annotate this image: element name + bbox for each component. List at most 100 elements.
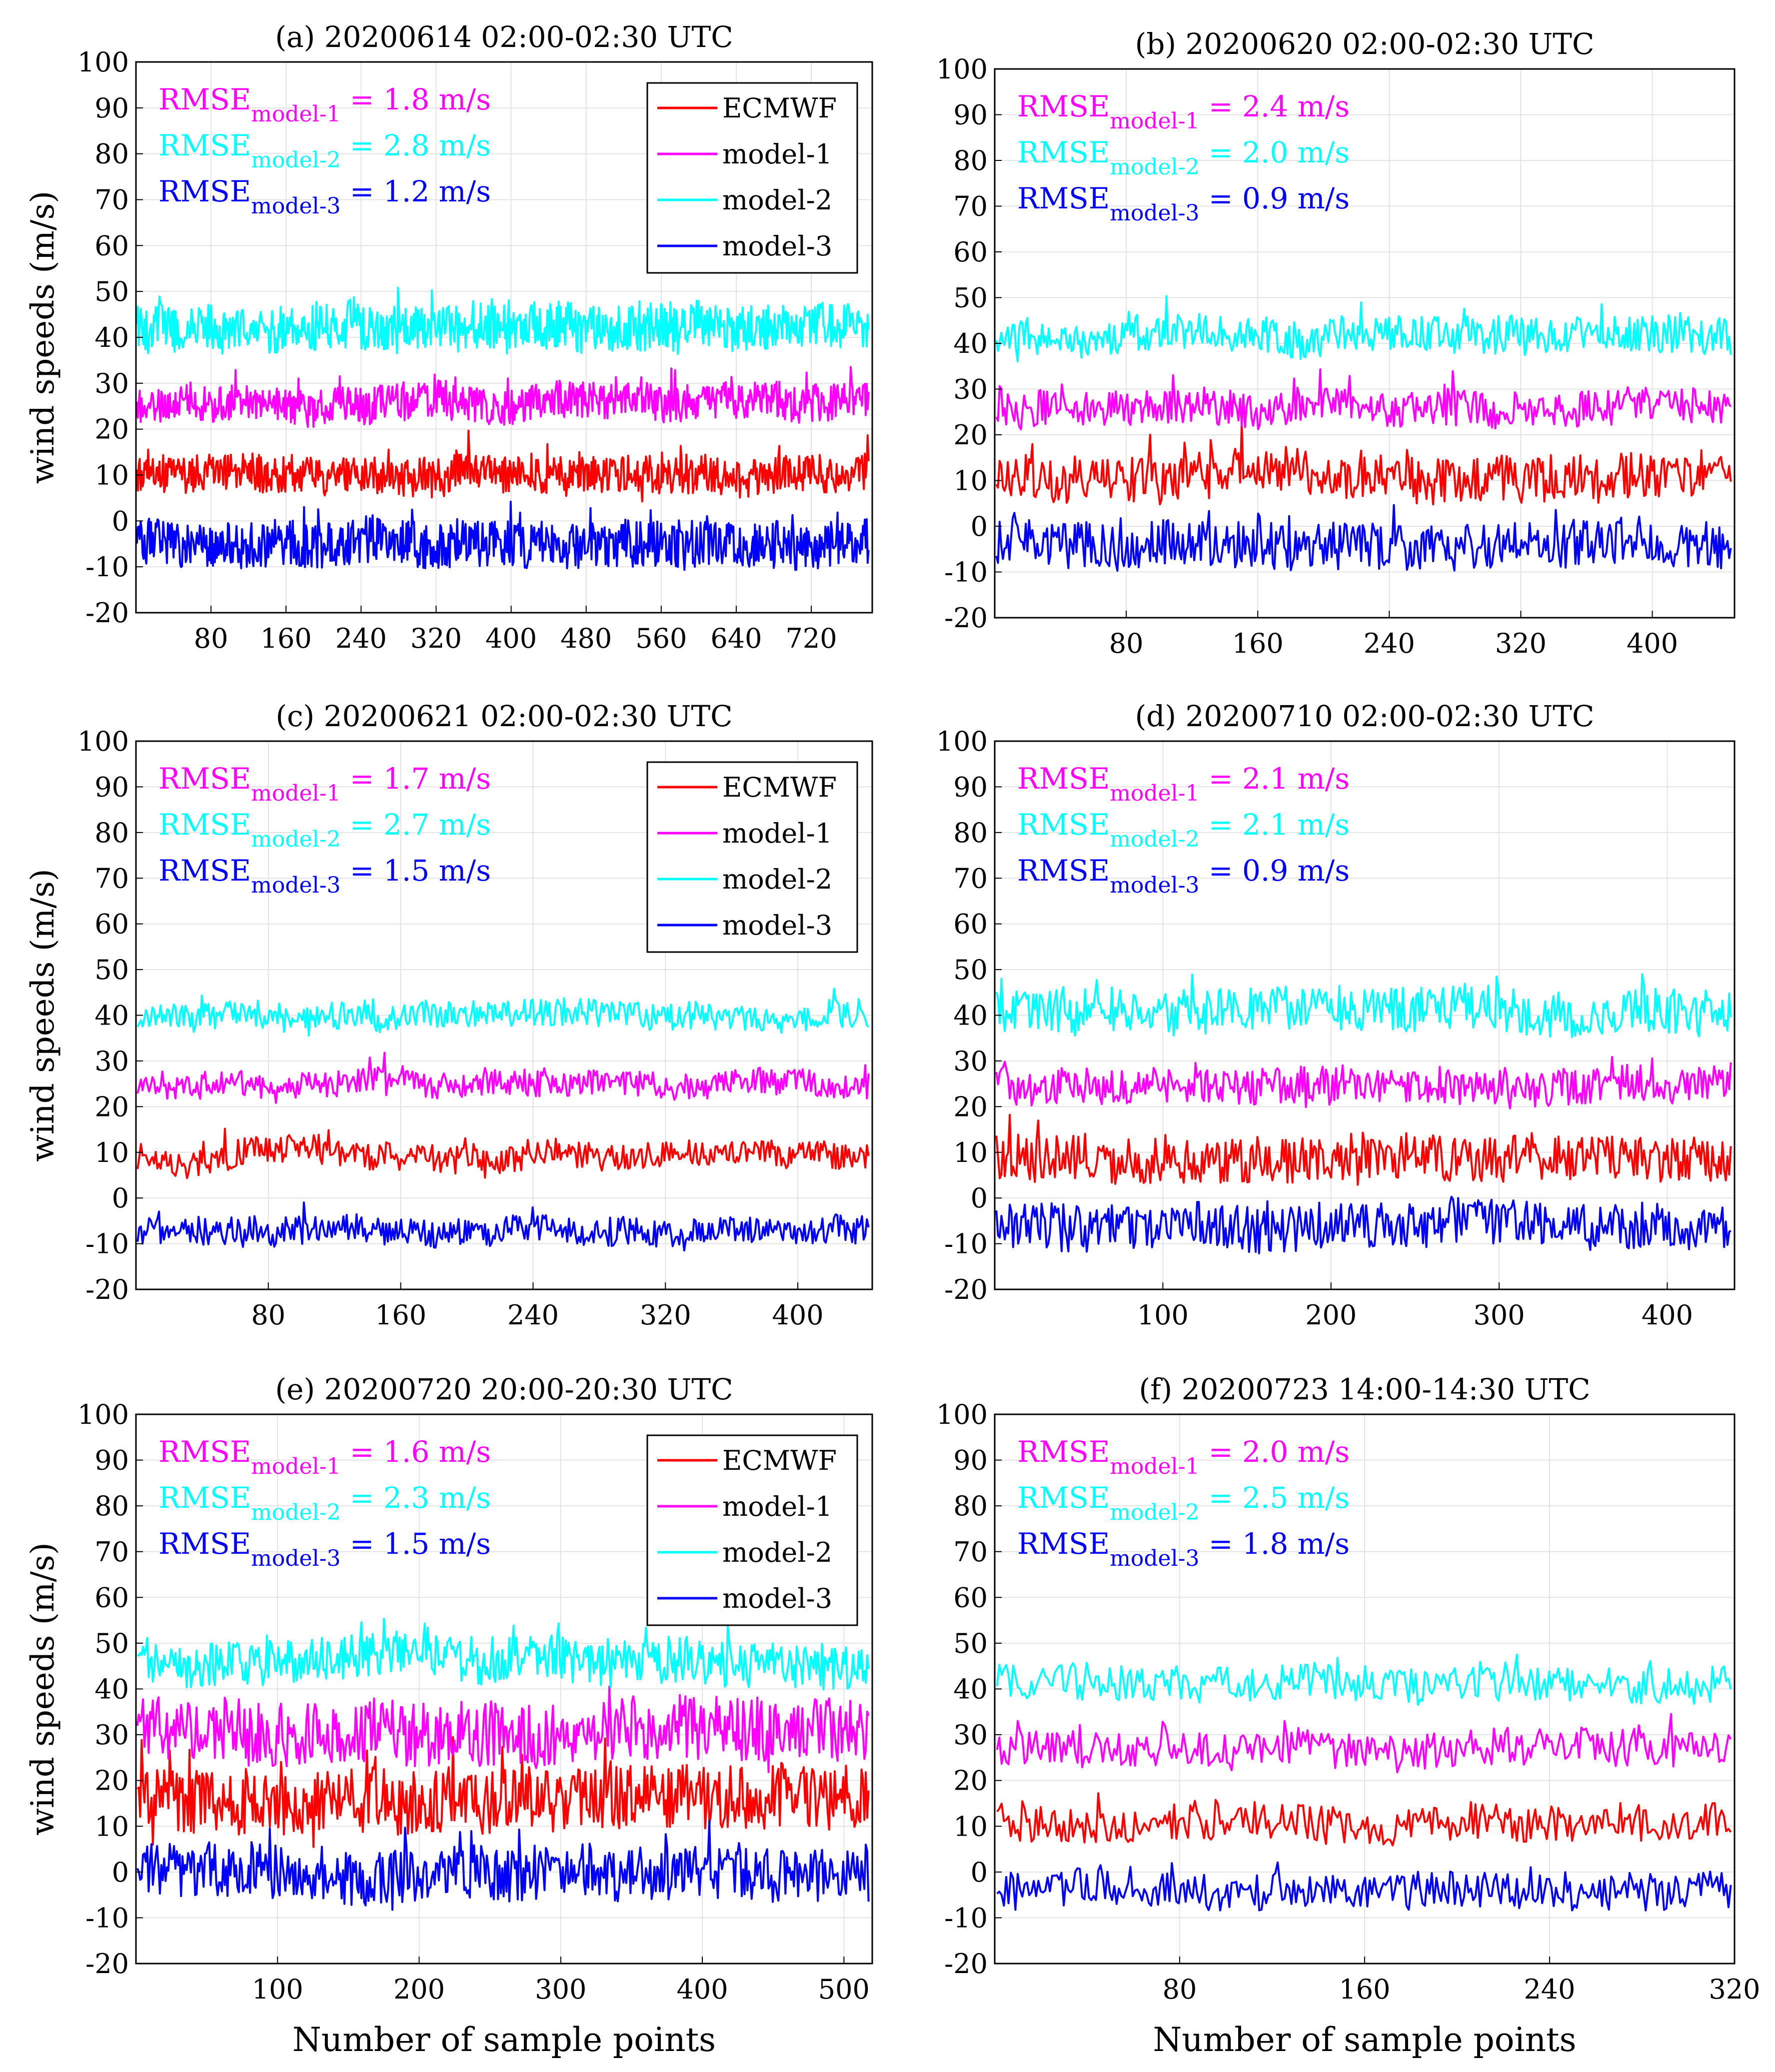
rmse-prefix: RMSE [158,174,251,208]
y-tick-label: 10 [953,465,988,497]
legend-box [646,82,858,274]
y-tick-label: 100 [936,53,988,85]
rmse-equals: = [1200,135,1242,169]
rmse-annotation: RMSEmodel-3 = 0.9 m/s [1017,854,1350,898]
chart-c: -20 -10 0 10 20 30 40 50 60 70 80 90 100 80 160 240 320 4… [24,699,873,1331]
y-tick-label: 90 [94,92,129,124]
rmse-equals: = [1200,808,1242,842]
rmse-space [429,762,438,796]
chart-title: (c) 20200621 02:00-02:30 UTC [275,699,732,733]
y-tick-label: 40 [94,1000,129,1032]
rmse-equals: = [1200,89,1242,123]
rmse-prefix: RMSE [158,808,251,842]
y-tick-label: 80 [94,138,129,170]
rmse-subscript: model-3 [1110,1546,1199,1571]
chart-title: (a) 20200614 02:00-02:30 UTC [275,20,733,54]
series-line-model-3 [995,1195,1732,1254]
rmse-space [429,1481,438,1515]
rmse-equals: = [1200,854,1242,888]
y-tick-label: 70 [953,863,988,894]
x-tick-label: 400 [485,623,537,654]
x-tick-label: 80 [1163,1974,1197,2005]
y-tick-label: 50 [953,954,988,986]
rmse-value: 1.8 [1242,1527,1288,1561]
series-line-model-1 [995,1055,1732,1109]
y-tick-label: -10 [944,1228,988,1260]
rmse-equals: = [341,1481,383,1515]
rmse-space [1288,808,1297,842]
rmse-annotation: RMSEmodel-1 = 1.6 m/s [158,1435,491,1479]
rmse-unit: m/s [1298,181,1350,215]
y-tick-label: 0 [112,1857,129,1888]
rmse-prefix: RMSE [1017,762,1110,796]
x-tick-label: 720 [785,623,837,654]
rmse-value: 2.0 [1242,135,1288,169]
rmse-unit: m/s [439,1527,491,1561]
y-tick-label: -10 [944,557,988,588]
rmse-prefix: RMSE [158,854,251,888]
rmse-unit: m/s [439,854,491,888]
series-line-model-3 [136,1820,870,1911]
y-tick-label: 10 [953,1811,988,1842]
y-tick-label: 60 [94,1582,129,1613]
y-tick-label: 90 [94,771,129,803]
rmse-unit: m/s [1298,1435,1350,1469]
x-tick-label: 240 [1364,628,1415,659]
y-tick-label: 70 [94,184,129,216]
x-tick-label: 240 [1524,1974,1575,2005]
series-line-model-2 [995,973,1732,1038]
rmse-space [1288,854,1297,888]
y-tick-label: 20 [953,1091,988,1122]
rmse-annotation: RMSEmodel-2 = 2.0 m/s [1017,135,1350,180]
x-tick-label: 200 [393,1974,445,2005]
legend: ECMWF model-1 model-2 model-3 [646,1434,858,1626]
y-tick-label: -10 [85,1228,129,1260]
chart-f: -20 -10 0 10 20 30 40 50 60 70 80 90 100 80 160 240 320 (… [936,1372,1761,2059]
rmse-value: 1.2 [383,174,429,208]
x-tick-label: 400 [677,1974,728,2005]
rmse-subscript: model-3 [1110,873,1199,898]
rmse-annotation: RMSEmodel-2 = 2.5 m/s [1017,1481,1350,1525]
rmse-subscript: model-2 [251,147,340,173]
rmse-annotation: RMSEmodel-2 = 2.7 m/s [158,808,491,852]
y-tick-label: 100 [77,726,129,757]
chart-title: (d) 20200710 02:00-02:30 UTC [1135,699,1595,733]
y-axis-label: wind speeds (m/s) [24,1542,61,1836]
series-line-model-3 [995,504,1732,572]
rmse-annotation: RMSEmodel-1 = 2.0 m/s [1017,1435,1350,1479]
rmse-value: 2.3 [383,1481,429,1515]
series-line-model-2 [996,1653,1732,1706]
chart-title: (b) 20200620 02:00-02:30 UTC [1135,27,1595,61]
rmse-annotation: RMSEmodel-1 = 1.8 m/s [158,82,491,127]
y-tick-label: -20 [944,1948,988,1980]
x-tick-label: 80 [194,623,228,654]
rmse-annotation: RMSEmodel-1 = 2.4 m/s [1017,89,1350,134]
y-tick-label: 60 [953,236,988,268]
legend-label-model-3: model-3 [722,910,832,941]
rmse-space [1288,181,1297,215]
legend-label-ecmwf: ECMWF [722,92,837,124]
rmse-space [429,1435,438,1469]
rmse-value: 1.6 [383,1435,429,1469]
y-tick-label: 10 [953,1137,988,1168]
y-tick-label: -20 [944,602,988,634]
rmse-space [1288,135,1297,169]
legend-label-ecmwf: ECMWF [722,1445,837,1476]
x-tick-label: 80 [1109,628,1144,659]
y-tick-label: 90 [953,99,988,131]
x-tick-label: 160 [260,623,312,654]
rmse-unit: m/s [439,82,491,116]
rmse-equals: = [341,174,383,208]
x-tick-label: 640 [710,623,762,654]
rmse-equals: = [341,762,383,796]
y-tick-label: 40 [94,322,129,353]
rmse-annotation: RMSEmodel-3 = 0.9 m/s [1017,181,1350,226]
y-tick-label: 20 [94,414,129,445]
rmse-value: 1.7 [383,762,429,796]
series-line-model-1 [135,366,870,428]
y-tick-label: 10 [94,1811,129,1842]
rmse-subscript: model-2 [251,827,340,852]
y-tick-label: 50 [953,1628,988,1659]
legend-label-model-1: model-1 [722,1491,832,1522]
